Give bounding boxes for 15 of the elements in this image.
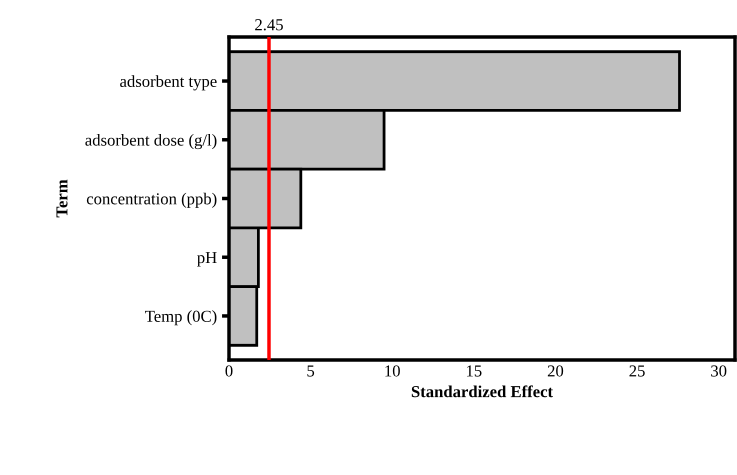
x-tick-label: 20	[548, 365, 564, 377]
x-tick-label: 15	[466, 365, 482, 377]
y-tick-label: Temp (0C)	[145, 310, 216, 326]
ref-line-label: 2.45	[255, 19, 283, 30]
y-axis-title: Term	[56, 180, 68, 218]
x-tick-label: 5	[307, 366, 314, 377]
x-tick-label: 0	[225, 365, 233, 377]
x-tick-label: 10	[385, 365, 400, 377]
x-tick-label: 25	[629, 365, 645, 377]
x-axis-title: Standardized Effect	[412, 385, 553, 398]
y-tick-label: adsorbent type	[120, 75, 217, 90]
y-tick-label: pH	[197, 252, 217, 267]
y-tick-label: concentration (ppb)	[86, 192, 216, 208]
y-tick-label: adsorbent dose (g/l)	[85, 134, 216, 150]
x-tick-label: 30	[711, 365, 726, 377]
